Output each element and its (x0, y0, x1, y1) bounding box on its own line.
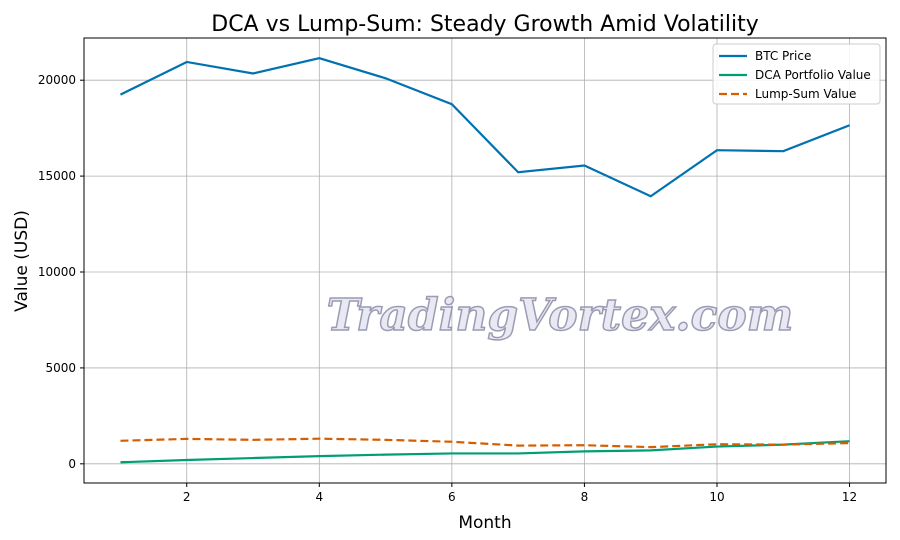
x-axis-label: Month (458, 513, 511, 533)
legend-label: DCA Portfolio Value (755, 68, 871, 82)
y-tick-label: 0 (68, 457, 76, 471)
plot-frame (83, 37, 887, 484)
legend-label: BTC Price (755, 49, 811, 63)
watermark-logo: TradingVortex.com (327, 290, 794, 341)
x-tick-label: 6 (448, 490, 456, 504)
x-tick-label: 4 (315, 490, 323, 504)
x-tick-label: 8 (581, 490, 589, 504)
y-axis-label: Value (USD) (12, 210, 32, 312)
series-line-btc-price (119, 57, 850, 198)
legend-label: Lump-Sum Value (755, 87, 856, 101)
y-tick-label: 5000 (45, 361, 76, 375)
x-tick-label: 2 (183, 490, 191, 504)
series-line-lump-sum-value (120, 437, 850, 449)
legend: BTC Price DCA Portfolio Value Lump-Sum Val… (712, 43, 881, 105)
series-line-dca-portfolio-value (120, 440, 850, 464)
y-tick-label: 10000 (38, 265, 76, 279)
x-tick-label: 10 (709, 490, 724, 504)
legend-box (712, 43, 881, 105)
y-tick-label: 20000 (38, 73, 76, 87)
x-tick-label: 12 (842, 490, 857, 504)
chart-title: DCA vs Lump-Sum: Steady Growth Amid Vola… (211, 12, 758, 37)
y-tick-label: 15000 (38, 169, 76, 183)
